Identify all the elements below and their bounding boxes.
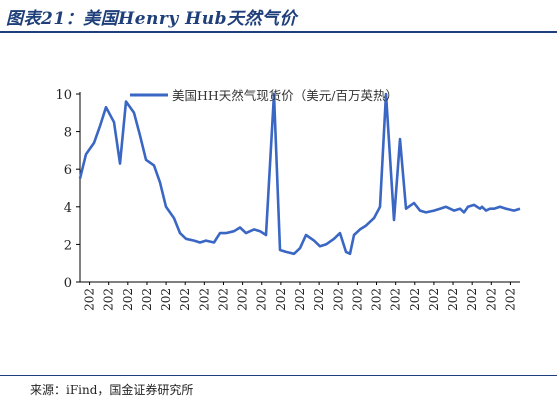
x-tick-label: 202	[159, 288, 173, 311]
series-line	[78, 92, 521, 256]
x-axis: 202 202 202 202 202 202 202 202 202 202 202 202 202 2…	[80, 281, 520, 311]
plot-area	[78, 92, 521, 256]
x-tick-label: 202	[216, 288, 230, 311]
y-tick-label: 6	[64, 163, 72, 178]
x-tick-label: 202	[121, 288, 135, 311]
x-tick-label: 202	[484, 288, 498, 311]
x-tick-label: 202	[446, 288, 460, 311]
y-tick-label: 8	[64, 126, 72, 141]
y-axis: 0 2 4 6 8 10	[55, 88, 81, 291]
x-tick-label: 202	[408, 288, 422, 311]
x-tick-label: 202	[255, 288, 269, 311]
source-note: 来源：iFind，国金证券研究所	[30, 383, 194, 397]
x-tick-label: 202	[370, 288, 384, 311]
title-bar: 图表21：美国Henry Hub天然气价	[0, 0, 557, 33]
x-tick-label: 202	[197, 288, 211, 311]
x-tick-label: 202	[312, 288, 326, 311]
x-tick-label: 202	[331, 288, 345, 311]
x-tick-label: 202	[236, 288, 250, 311]
y-tick-label: 10	[55, 88, 72, 103]
x-tick-label: 202	[350, 288, 364, 311]
figure-title: 图表21：美国Henry Hub天然气价	[6, 9, 297, 29]
x-tick-label: 202	[178, 288, 192, 311]
footer-rule	[0, 375, 557, 376]
x-tick-label: 202	[465, 288, 479, 311]
x-tick-label: 202	[503, 288, 517, 311]
y-tick-label: 2	[64, 238, 72, 253]
legend: 美国HH天然气现货价（美元/百万英热）	[130, 88, 398, 103]
legend-label: 美国HH天然气现货价（美元/百万英热）	[172, 88, 398, 103]
x-tick-label: 202	[427, 288, 441, 311]
y-tick-label: 4	[64, 201, 72, 216]
x-tick-label: 202	[83, 288, 97, 311]
y-tick-label: 0	[64, 276, 72, 291]
x-tick-label: 202	[140, 288, 154, 311]
x-tick-label: 202	[389, 288, 403, 311]
x-tick-label: 202	[274, 288, 288, 311]
x-tick-label: 202	[102, 288, 116, 311]
x-tick-label: 202	[293, 288, 307, 311]
